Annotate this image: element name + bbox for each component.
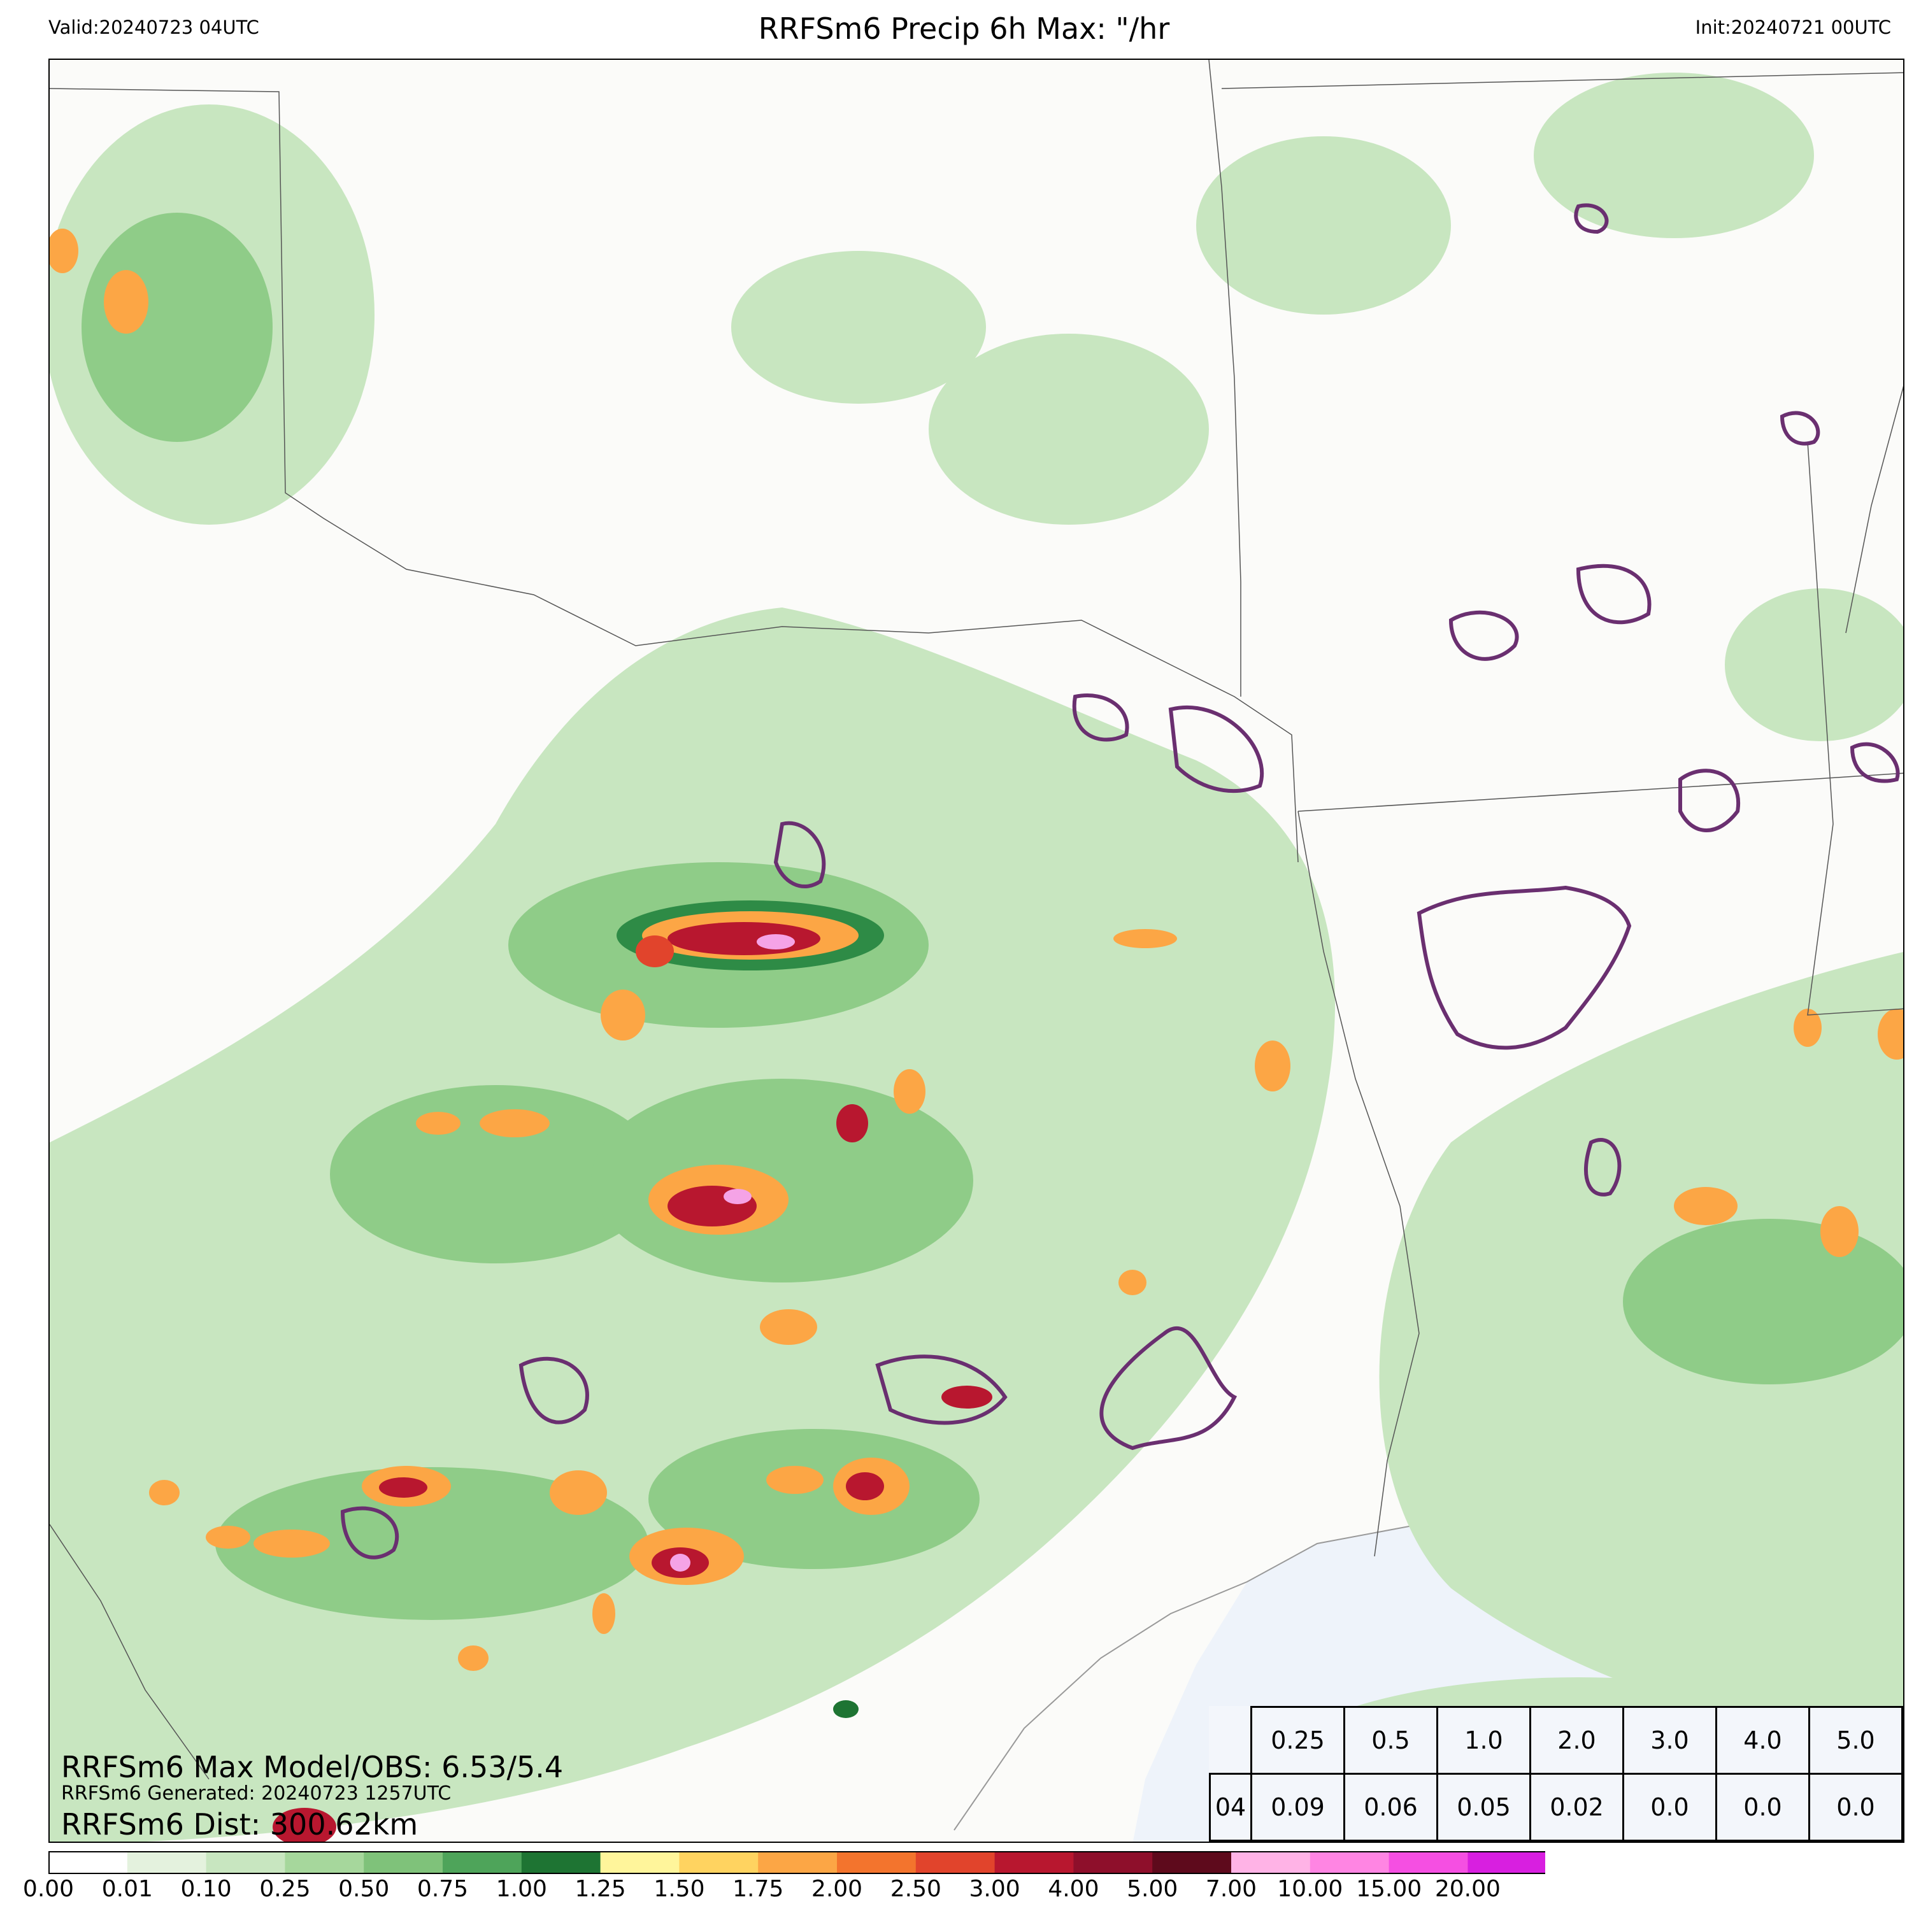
colorbar-tick-label: 0.50	[338, 1876, 390, 1902]
precip-map[interactable]: RRFSm6 Max Model/OBS: 6.53/5.4 RRFSm6 Ge…	[48, 59, 1904, 1843]
colorbar-segment	[285, 1852, 364, 1873]
colorbar-segment	[48, 1852, 128, 1873]
precip-cells	[50, 229, 1903, 1842]
colorbar-tick-label: 1.00	[496, 1876, 547, 1902]
colorbar-segment	[1467, 1852, 1545, 1873]
row-label: 04	[1209, 1773, 1252, 1842]
colorbar-tick-label: 4.00	[1048, 1876, 1099, 1902]
colorbar-tick-label: 0.10	[180, 1876, 232, 1902]
threshold-cell: 4.0	[1715, 1706, 1810, 1775]
map-canvas	[50, 60, 1903, 1842]
colorbar-tick-label: 0.75	[417, 1876, 469, 1902]
value-cell: 0.06	[1343, 1773, 1438, 1842]
colorbar-outline	[48, 1851, 1545, 1874]
threshold-cell: 0.25	[1250, 1706, 1345, 1775]
threshold-cell: 1.0	[1436, 1706, 1531, 1775]
max-model-obs-label: RRFSm6 Max Model/OBS: 6.53/5.4	[61, 1750, 564, 1784]
colorbar-segment	[364, 1852, 443, 1873]
colorbar-tick-label: 0.00	[22, 1876, 75, 1902]
colorbar-segment	[1231, 1852, 1311, 1873]
distance-label: RRFSm6 Dist: 300.62km	[61, 1807, 418, 1842]
value-cell: 0.09	[1250, 1773, 1345, 1842]
threshold-stats-table: 0.25 0.5 1.0 2.0 3.0 4.0 5.0 04 0.09 0.0…	[1209, 1706, 1903, 1842]
colorbar-tick-label: 10.00	[1277, 1876, 1343, 1902]
colorbar-segment	[127, 1852, 207, 1873]
colorbar-segment	[679, 1852, 759, 1873]
valid-time-label: Valid:20240723 04UTC	[48, 17, 259, 38]
colorbar-segment	[1310, 1852, 1390, 1873]
init-time-label: Init:20240721 00UTC	[1695, 17, 1891, 38]
colorbar-tick-label: 1.50	[653, 1876, 705, 1902]
generated-label: RRFSm6 Generated: 20240723 1257UTC	[61, 1782, 452, 1805]
threshold-cell: 5.0	[1808, 1706, 1903, 1775]
colorbar-segment	[915, 1852, 996, 1873]
colorbar	[48, 1851, 1545, 1874]
obs-contours	[340, 203, 1900, 1559]
colorbar-segment	[443, 1852, 522, 1873]
colorbar-tick-label: 15.00	[1356, 1876, 1422, 1902]
value-cell: 0.0	[1715, 1773, 1810, 1842]
colorbar-segment	[994, 1852, 1074, 1873]
colorbar-tick-label: 2.50	[890, 1876, 941, 1902]
colorbar-segment	[206, 1852, 285, 1873]
state-boundaries	[50, 60, 1903, 1780]
value-cell: 0.0	[1622, 1773, 1717, 1842]
colorbar-tick-label: 7.00	[1205, 1876, 1257, 1902]
colorbar-segment	[1389, 1852, 1468, 1873]
value-row: 04 0.09 0.06 0.05 0.02 0.0 0.0 0.0	[1209, 1773, 1903, 1842]
colorbar-segment	[521, 1852, 601, 1873]
colorbar-tick-label: 5.00	[1127, 1876, 1178, 1902]
value-cell: 0.02	[1529, 1773, 1624, 1842]
value-cell: 0.05	[1436, 1773, 1531, 1842]
colorbar-segment	[837, 1852, 917, 1873]
colorbar-tick-label: 20.00	[1434, 1876, 1501, 1902]
map-title: RRFSm6 Precip 6h Max: "/hr	[758, 11, 1170, 46]
colorbar-tick-label: 1.25	[575, 1876, 626, 1902]
precip-mid-field	[82, 213, 1903, 1620]
colorbar-tick-label: 0.25	[259, 1876, 311, 1902]
colorbar-segment	[1152, 1852, 1232, 1873]
colorbar-segment	[1073, 1852, 1153, 1873]
threshold-cell: 2.0	[1529, 1706, 1624, 1775]
colorbar-tick-label: 0.01	[101, 1876, 153, 1902]
colorbar-segment	[758, 1852, 838, 1873]
colorbar-tick-label: 2.00	[811, 1876, 863, 1902]
threshold-row: 0.25 0.5 1.0 2.0 3.0 4.0 5.0	[1210, 1706, 1903, 1775]
colorbar-tick-label: 3.00	[969, 1876, 1020, 1902]
value-cell: 0.0	[1808, 1773, 1903, 1842]
colorbar-tick-label: 1.75	[732, 1876, 784, 1902]
threshold-cell: 0.5	[1343, 1706, 1438, 1775]
table-corner	[1210, 1707, 1252, 1774]
threshold-cell: 3.0	[1622, 1706, 1717, 1775]
colorbar-segment	[600, 1852, 680, 1873]
